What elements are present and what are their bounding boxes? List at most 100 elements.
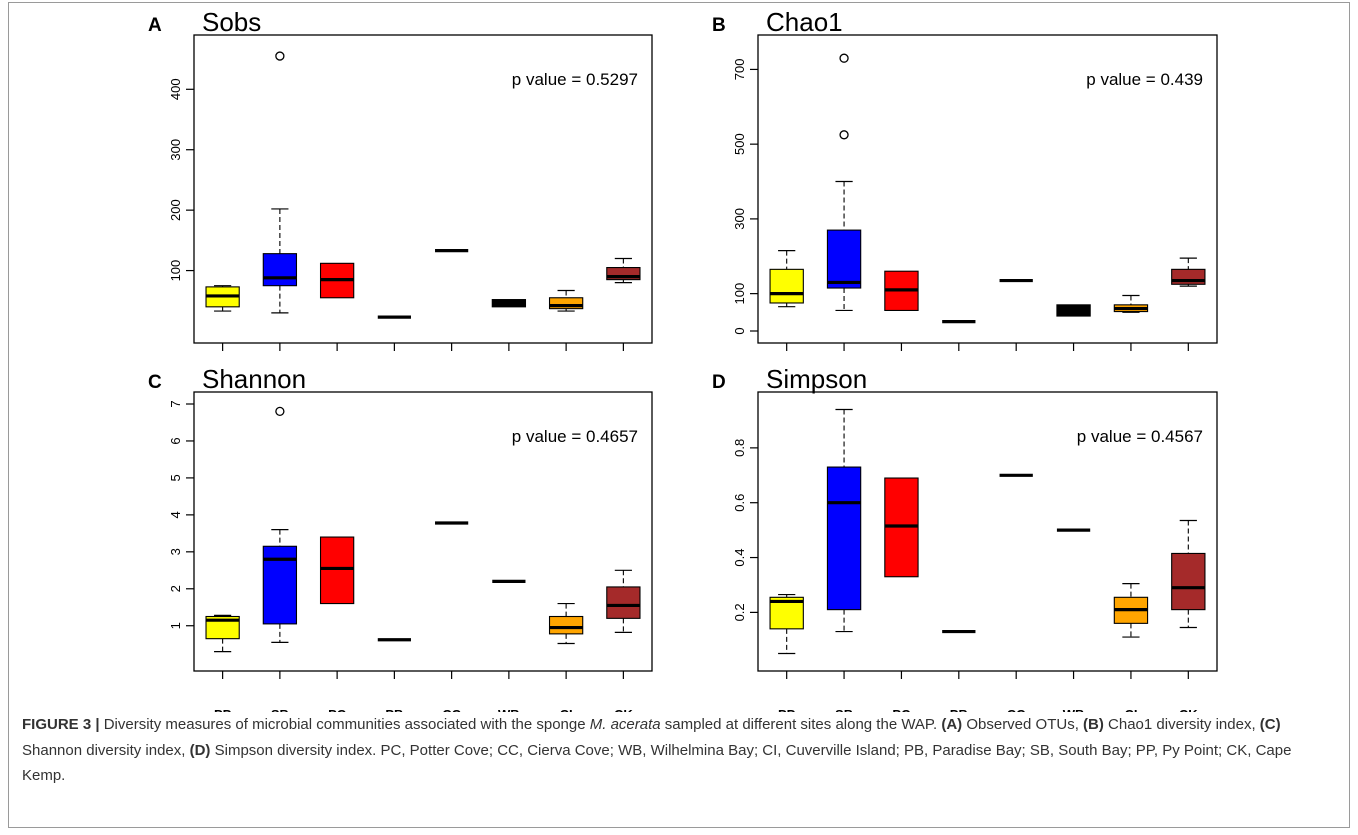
y-tick-label: 0.2 (732, 603, 747, 621)
box-ci (548, 289, 584, 312)
box-wb (1056, 304, 1091, 317)
caption-text: Observed OTUs, (962, 716, 1084, 733)
box-body (826, 229, 862, 289)
box-body (1171, 552, 1206, 611)
caption-text: Shannon diversity index, (22, 741, 190, 759)
box-pc (884, 270, 919, 311)
box-sb (826, 53, 862, 312)
caption-panel-a: (A) (941, 716, 963, 733)
box-ck (606, 257, 641, 284)
box-pc (319, 262, 355, 299)
caption-label: FIGURE 3 | (22, 716, 100, 733)
x-tick-label: CK (1179, 707, 1198, 712)
y-tick-label: 0.4 (732, 549, 747, 567)
caption-text: Simpson diversity index. PC, Potter Cove… (22, 741, 1292, 785)
y-tick-label: 4 (168, 511, 183, 518)
x-tick-label: SB (835, 707, 853, 712)
outlier-point (839, 130, 849, 140)
y-tick-label: 400 (168, 78, 183, 100)
figure-frame (8, 2, 1350, 828)
y-tick-label: 5 (168, 474, 183, 481)
box-pc (884, 477, 919, 578)
box-plot-figure: A Sobs p value = 0.5297 100 200 300 400 B Chao1 p… (148, 7, 1218, 712)
chart-title: Shannon (202, 364, 306, 394)
y-tick-label: 3 (168, 548, 183, 555)
box-body (548, 297, 584, 310)
box-ck (1171, 519, 1206, 629)
panel-letter: B (712, 15, 726, 36)
y-tick-label: 6 (168, 437, 183, 444)
outlier-point (839, 53, 849, 63)
x-tick-label: PP (778, 707, 796, 712)
y-tick-label: 0.6 (732, 494, 747, 512)
chart-title: Simpson (766, 364, 867, 394)
box-sb (262, 51, 298, 314)
y-tick-label: 100 (168, 260, 183, 282)
panel-b: B Chao1 p value = 0.439 0 100 300 500 700 (712, 7, 1218, 351)
box-ck (1171, 257, 1206, 287)
box-pp (769, 593, 804, 655)
x-tick-label: WB (498, 707, 520, 712)
caption-text: Chao1 diversity index, (1103, 716, 1260, 733)
box-ci (1113, 294, 1149, 313)
box-pp (205, 285, 240, 312)
caption-species: M. acerata (589, 716, 661, 733)
panel-letter: A (148, 15, 162, 36)
box-ci (1113, 582, 1149, 638)
panel-letter: D (712, 372, 726, 393)
y-tick-label: 2 (168, 585, 183, 592)
box-wb (491, 299, 527, 308)
x-tick-label: PP (214, 707, 232, 712)
x-tick-label: WB (1063, 707, 1085, 712)
chart-title: Sobs (202, 7, 261, 37)
x-tick-label: PB (950, 707, 968, 712)
p-value-annotation: p value = 0.4567 (1077, 427, 1203, 446)
x-tick-label: CC (1007, 707, 1026, 712)
caption-panel-b: (B) (1083, 716, 1104, 733)
chart-title: Chao1 (766, 7, 843, 37)
panel-a: A Sobs p value = 0.5297 100 200 300 400 (148, 7, 653, 351)
p-value-annotation: p value = 0.5297 (512, 70, 638, 89)
x-tick-label: CK (614, 707, 633, 712)
box-pp (769, 250, 804, 308)
p-value-annotation: p value = 0.4657 (512, 427, 638, 446)
box-sb (262, 406, 298, 643)
y-tick-label: 300 (732, 208, 747, 230)
box-ck (606, 569, 641, 633)
box-body (606, 586, 641, 619)
box-pc (319, 536, 355, 605)
plot-frame (193, 34, 653, 344)
box-body (262, 253, 298, 287)
x-tick-label: PB (385, 707, 403, 712)
y-tick-label: 500 (732, 133, 747, 155)
box-body (205, 615, 240, 640)
box-body (548, 615, 584, 635)
panel-letter: C (148, 372, 162, 393)
panel-d: D Simpson p value = 0.4567 0.2 0.4 0.6 0.8 PP SB… (712, 364, 1218, 712)
x-tick-label: CI (560, 707, 573, 712)
x-tick-label: PC (328, 707, 347, 712)
figure-caption: FIGURE 3 | Diversity measures of microbi… (22, 712, 1338, 789)
box-body (319, 536, 355, 605)
x-tick-label: SB (271, 707, 289, 712)
x-tick-label: PC (892, 707, 911, 712)
y-tick-label: 200 (168, 199, 183, 221)
x-tick-label: CI (1124, 707, 1137, 712)
p-value-annotation: p value = 0.439 (1086, 70, 1203, 89)
y-tick-label: 0.8 (732, 439, 747, 457)
box-ci (548, 602, 584, 645)
x-tick-label: CC (442, 707, 461, 712)
y-tick-label: 700 (732, 59, 747, 81)
y-tick-label: 0 (732, 327, 747, 334)
y-tick-label: 100 (732, 283, 747, 305)
y-tick-label: 1 (168, 622, 183, 629)
panel-c: C Shannon p value = 0.4657 1 2 3 4 5 6 7 PP SB PC PB C… (148, 364, 653, 712)
caption-text: sampled at different sites along the WAP… (660, 716, 942, 733)
box-sb (826, 408, 862, 633)
box-body (769, 268, 804, 304)
box-body (826, 466, 862, 611)
caption-text: Diversity measures of microbial communit… (99, 716, 590, 733)
outlier-point (275, 51, 285, 61)
y-tick-label: 7 (168, 400, 183, 407)
plot-frame (757, 34, 1218, 344)
